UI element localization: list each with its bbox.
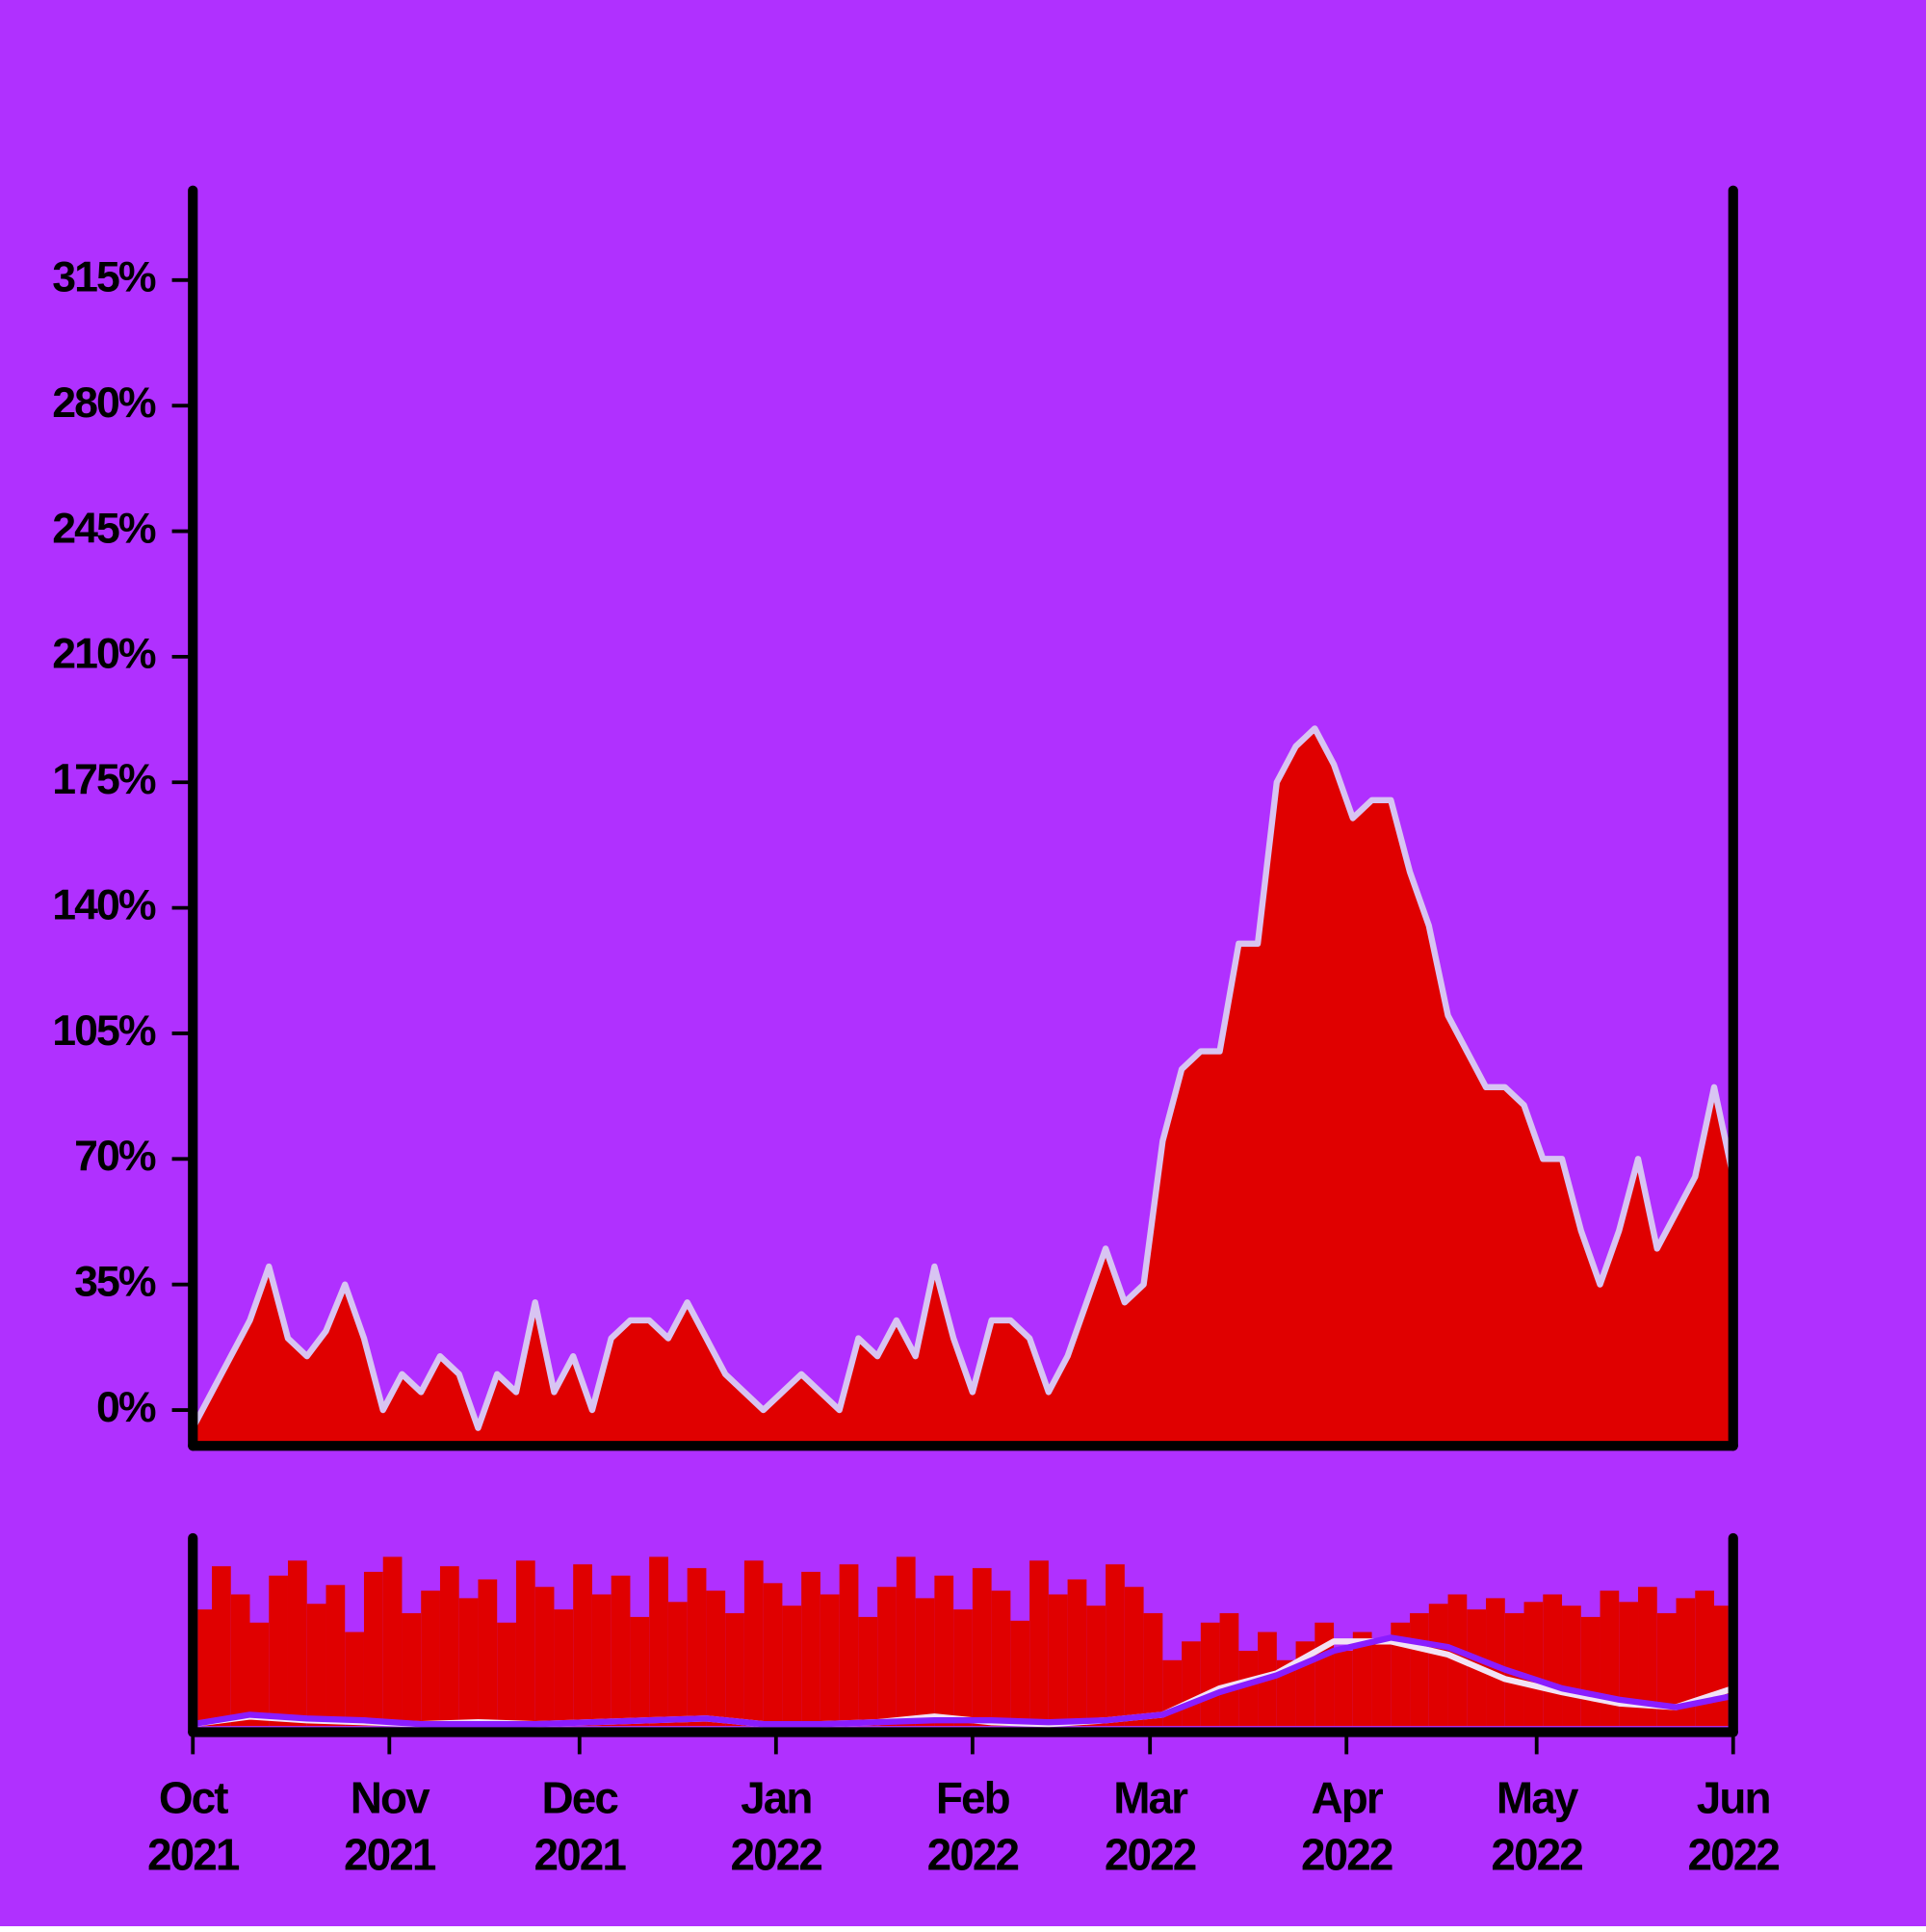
navigator-bar <box>1010 1620 1030 1727</box>
navigator-bar <box>515 1560 535 1727</box>
y-tick-label: 210% <box>52 631 156 678</box>
navigator-bar <box>382 1556 403 1727</box>
navigator-bar <box>1695 1590 1714 1727</box>
y-tick-label: 0% <box>96 1384 156 1431</box>
navigator-bar <box>706 1590 726 1727</box>
navigator-bar <box>972 1568 992 1727</box>
navigator-bar <box>1713 1606 1729 1727</box>
navigator-bar <box>1580 1616 1601 1727</box>
x-tick-label: Mar 2022 <box>1104 1772 1197 1880</box>
navigator-bar <box>554 1609 574 1727</box>
navigator-bar <box>1124 1586 1144 1727</box>
navigator-bar <box>801 1572 820 1727</box>
navigator-bar <box>402 1612 422 1727</box>
navigator-bar <box>667 1602 688 1727</box>
x-tick-label: May 2022 <box>1491 1772 1583 1880</box>
navigator-bar <box>915 1598 935 1727</box>
navigator-bar <box>687 1568 707 1727</box>
navigator-bar <box>306 1604 326 1727</box>
navigator-bar <box>1200 1622 1220 1727</box>
x-tick-label: Jun 2022 <box>1687 1772 1780 1880</box>
navigator-bar <box>212 1566 231 1727</box>
navigator-bar <box>269 1575 288 1727</box>
y-tick-label: 105% <box>52 1007 156 1055</box>
navigator-bar <box>934 1575 954 1727</box>
x-tick-label: Nov 2021 <box>344 1772 436 1880</box>
navigator-bar <box>820 1594 840 1727</box>
navigator-bar <box>953 1609 973 1727</box>
navigator-bar <box>591 1594 612 1727</box>
navigator-bar <box>782 1606 802 1727</box>
navigator-bar <box>534 1586 555 1727</box>
navigator-bar <box>839 1564 859 1727</box>
navigator-bar <box>325 1584 346 1727</box>
x-tick-label: Feb 2022 <box>926 1772 1020 1880</box>
navigator-bar <box>1352 1632 1372 1727</box>
navigator-bar <box>1334 1651 1353 1727</box>
navigator-bar <box>1067 1579 1087 1727</box>
navigator-bar <box>1638 1586 1657 1727</box>
navigator-bar <box>1428 1604 1448 1727</box>
navigator-bar <box>1391 1622 1411 1727</box>
x-tick-label: Apr 2022 <box>1300 1772 1393 1880</box>
navigator-bar <box>230 1594 250 1727</box>
navigator-bar <box>1676 1598 1696 1727</box>
navigator-bar <box>573 1564 592 1727</box>
x-tick-label: Dec 2021 <box>534 1772 627 1880</box>
navigator-bar <box>858 1616 878 1727</box>
navigator-line <box>192 1634 1734 1728</box>
y-tick-label: 245% <box>52 505 156 552</box>
x-tick-label: Jan 2022 <box>730 1772 823 1880</box>
navigator-bar <box>363 1572 383 1727</box>
navigator-bar <box>1086 1606 1106 1727</box>
navigator-bar <box>497 1622 516 1727</box>
navigator-bar <box>1486 1598 1505 1727</box>
area <box>193 728 1733 1447</box>
y-tick-label: 70% <box>74 1133 156 1180</box>
y-tick-label: 35% <box>74 1258 156 1305</box>
navigator-bar <box>630 1616 650 1727</box>
navigator-bar <box>478 1579 498 1727</box>
navigator-bar <box>1238 1651 1259 1727</box>
navigator-bar <box>611 1575 631 1727</box>
navigator-bar <box>1143 1612 1163 1727</box>
navigator-bar <box>1029 1560 1049 1727</box>
y-tick-label: 175% <box>52 756 156 803</box>
navigator-bar <box>649 1556 668 1727</box>
navigator-bar <box>1523 1602 1544 1727</box>
navigator-bar <box>1371 1641 1392 1727</box>
navigator-bar <box>1048 1594 1068 1727</box>
navigator-bar <box>1562 1606 1581 1727</box>
navigator-bar <box>1182 1641 1201 1727</box>
navigator-bar <box>458 1598 479 1727</box>
navigator-bar <box>1276 1659 1296 1727</box>
main-plot <box>193 725 1733 1447</box>
y-tick-label: 315% <box>52 254 156 301</box>
navigator-bar <box>1314 1622 1335 1727</box>
navigator-bar <box>991 1590 1011 1727</box>
navigator-bar <box>743 1560 764 1727</box>
navigator-bar <box>1619 1602 1639 1727</box>
navigator-bar <box>1656 1612 1677 1727</box>
navigator-bar <box>249 1622 270 1727</box>
y-tick-label: 140% <box>52 881 156 928</box>
navigator-bar <box>877 1586 897 1727</box>
navigator-bar <box>1543 1594 1563 1727</box>
navigator-bar <box>1600 1590 1620 1727</box>
navigator-bar <box>1106 1564 1125 1727</box>
navigator-bar <box>763 1582 783 1727</box>
x-tick-label: Oct 2021 <box>147 1772 240 1880</box>
navigator-bar <box>1410 1612 1429 1727</box>
navigator-bar <box>421 1590 440 1727</box>
navigator-bar <box>287 1560 307 1727</box>
navigator-bar <box>896 1556 916 1727</box>
line <box>193 725 1733 1431</box>
y-tick-label: 280% <box>52 379 156 427</box>
navigator-bar <box>345 1632 364 1727</box>
navigator-bar <box>725 1612 744 1727</box>
navigator-bar <box>439 1566 459 1727</box>
navigator-bar <box>1219 1612 1239 1727</box>
